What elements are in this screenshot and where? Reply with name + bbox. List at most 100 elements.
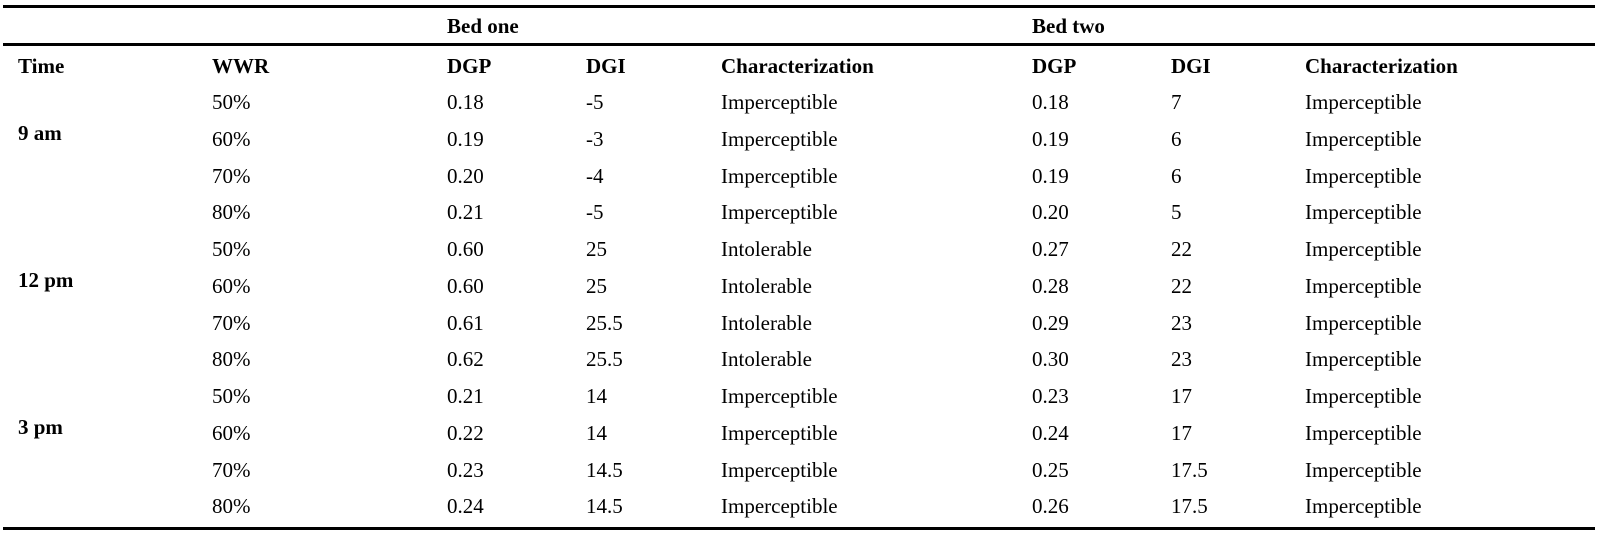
column-header-bed-one-characterization: Characterization [721,54,874,78]
cell-b1-dgp: 0.19 [447,126,484,151]
cell-b1-char: Intolerable [721,237,812,261]
cell-b1-char: Imperceptible [721,457,838,482]
cell-wwr: 80% [212,494,251,519]
cell-b1-char: Intolerable [721,347,812,372]
cell-b2-dgi: 17 [1171,420,1192,445]
cell-b2-dgi: 23 [1171,347,1192,372]
cell-b2-dgi: 17.5 [1171,494,1208,519]
column-header-bed-one-dgi: DGI [586,54,626,78]
cell-b2-char: Imperceptible [1305,347,1422,372]
cell-b2-dgp: 0.24 [1032,420,1069,445]
cell-b2-char: Imperceptible [1305,237,1422,261]
cell-wwr: 80% [212,200,251,225]
cell-b1-dgi: 25 [586,273,607,298]
cell-b1-dgp: 0.23 [447,457,484,482]
cell-b1-dgp: 0.20 [447,163,484,188]
cell-b1-dgi: 14.5 [586,494,623,519]
cell-b1-char: Imperceptible [721,163,838,188]
cell-b1-dgi: 25.5 [586,347,623,372]
time-label: 9 am [18,121,62,146]
cell-wwr: 50% [212,384,251,408]
time-label: 3 pm [18,415,63,440]
cell-b2-dgi: 22 [1171,273,1192,298]
cell-b1-char: Imperceptible [721,200,838,225]
cell-b2-dgp: 0.28 [1032,273,1069,298]
cell-b1-dgi: -5 [586,90,604,114]
cell-b1-dgi: 14 [586,384,607,408]
cell-b1-dgi: 25 [586,237,607,261]
cell-b2-dgp: 0.19 [1032,163,1069,188]
cell-b1-dgi: 14.5 [586,457,623,482]
cell-b1-dgp: 0.24 [447,494,484,519]
cell-b2-char: Imperceptible [1305,494,1422,519]
cell-b1-char: Intolerable [721,273,812,298]
cell-b2-dgi: 17 [1171,384,1192,408]
cell-b2-char: Imperceptible [1305,384,1422,408]
bottom-rule [3,527,1595,530]
column-header-bed-one-dgp: DGP [447,54,492,78]
cell-b2-char: Imperceptible [1305,457,1422,482]
cell-b2-dgp: 0.19 [1032,126,1069,151]
cell-b2-dgp: 0.20 [1032,200,1069,225]
cell-b1-char: Imperceptible [721,420,838,445]
cell-b1-char: Imperceptible [721,90,838,114]
column-header-wwr: WWR [212,54,270,78]
cell-b1-dgp: 0.21 [447,384,484,408]
cell-wwr: 70% [212,163,251,188]
cell-b2-dgi: 17.5 [1171,457,1208,482]
cell-b1-char: Imperceptible [721,384,838,408]
cell-b2-char: Imperceptible [1305,273,1422,298]
cell-b1-dgi: -3 [586,126,604,151]
cell-wwr: 50% [212,237,251,261]
cell-b1-char: Imperceptible [721,494,838,519]
cell-wwr: 60% [212,126,251,151]
cell-b2-dgp: 0.26 [1032,494,1069,519]
cell-b1-dgp: 0.60 [447,237,484,261]
top-rule [3,5,1595,8]
cell-b2-char: Imperceptible [1305,163,1422,188]
cell-b2-char: Imperceptible [1305,90,1422,114]
column-header-time: Time [18,54,65,78]
cell-b1-dgp: 0.21 [447,200,484,225]
cell-b2-dgi: 5 [1171,200,1182,225]
group-header-bed-two: Bed two [1032,14,1105,38]
cell-b2-dgi: 23 [1171,310,1192,335]
cell-b2-char: Imperceptible [1305,200,1422,225]
cell-b2-dgp: 0.30 [1032,347,1069,372]
group-header-bed-one: Bed one [447,14,519,38]
column-header-bed-two-dgp: DGP [1032,54,1077,78]
cell-b1-dgp: 0.61 [447,310,484,335]
column-header-bed-two-dgi: DGI [1171,54,1211,78]
cell-b2-dgi: 7 [1171,90,1182,114]
column-header-bed-two-characterization: Characterization [1305,54,1458,78]
cell-b2-dgi: 6 [1171,126,1182,151]
cell-b1-dgp: 0.60 [447,273,484,298]
cell-b1-dgp: 0.18 [447,90,484,114]
cell-wwr: 60% [212,273,251,298]
cell-b2-char: Imperceptible [1305,126,1422,151]
cell-b2-dgi: 22 [1171,237,1192,261]
cell-b1-char: Intolerable [721,310,812,335]
cell-b1-dgi: 14 [586,420,607,445]
cell-b2-dgp: 0.29 [1032,310,1069,335]
cell-b2-char: Imperceptible [1305,420,1422,445]
time-label: 12 pm [18,268,74,293]
cell-b1-dgi: 25.5 [586,310,623,335]
cell-wwr: 70% [212,310,251,335]
cell-b2-dgp: 0.18 [1032,90,1069,114]
cell-wwr: 60% [212,420,251,445]
header-rule [3,43,1595,46]
cell-b1-dgp: 0.62 [447,347,484,372]
cell-wwr: 80% [212,347,251,372]
cell-wwr: 50% [212,90,251,114]
cell-b1-dgp: 0.22 [447,420,484,445]
cell-b2-char: Imperceptible [1305,310,1422,335]
cell-b2-dgp: 0.23 [1032,384,1069,408]
cell-b1-dgi: -5 [586,200,604,225]
cell-b1-char: Imperceptible [721,126,838,151]
cell-b2-dgp: 0.27 [1032,237,1069,261]
cell-wwr: 70% [212,457,251,482]
cell-b2-dgp: 0.25 [1032,457,1069,482]
cell-b1-dgi: -4 [586,163,604,188]
cell-b2-dgi: 6 [1171,163,1182,188]
